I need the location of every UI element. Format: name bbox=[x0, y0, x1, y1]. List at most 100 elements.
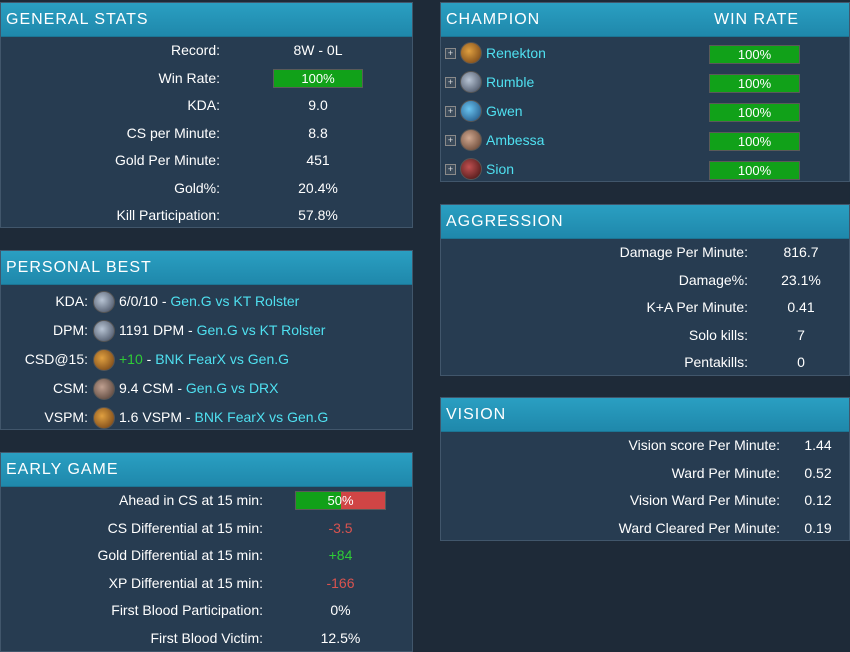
stat-row: Solo kills: 7 bbox=[441, 322, 849, 350]
stat-row: K+A Per Minute: 0.41 bbox=[441, 294, 849, 322]
stat-value: +84 bbox=[295, 542, 386, 569]
champion-row: + Ambessa 100% bbox=[441, 125, 849, 154]
champion-portrait-icon bbox=[93, 378, 115, 400]
stat-row: CS per Minute: 8.8 bbox=[1, 120, 412, 148]
stat-row: CS Differential at 15 min: -3.5 bbox=[1, 515, 412, 543]
stat-label: CS per Minute: bbox=[127, 120, 220, 147]
champion-name-link[interactable]: Sion bbox=[486, 161, 514, 177]
stat-value: 0.41 bbox=[755, 294, 847, 321]
separator: - bbox=[182, 403, 194, 432]
personal-best-row: VSPM: 1.6 VSPM - BNK FearX vs Gen.G bbox=[1, 403, 412, 432]
stat-row: Gold Per Minute: 451 bbox=[1, 147, 412, 175]
stat-row: Damage%: 23.1% bbox=[441, 267, 849, 295]
separator: - bbox=[158, 287, 170, 316]
early-game-panel: EARLY GAME Ahead in CS at 15 min: 50% CS… bbox=[0, 452, 413, 652]
expand-plus-icon[interactable]: + bbox=[445, 77, 456, 88]
winrate-column-header: WIN RATE bbox=[714, 3, 799, 36]
expand-plus-icon[interactable]: + bbox=[445, 106, 456, 117]
stat-value: 12.5% bbox=[295, 625, 386, 652]
stat-row: Vision Ward Per Minute: 0.12 bbox=[441, 487, 849, 515]
stat-label: Ward Cleared Per Minute: bbox=[619, 515, 780, 542]
champion-row: + Gwen 100% bbox=[441, 96, 849, 125]
stat-value: 0 bbox=[755, 349, 847, 376]
stat-value: -3.5 bbox=[295, 515, 386, 542]
match-link[interactable]: BNK FearX vs Gen.G bbox=[194, 403, 328, 432]
stat-label: Vision score Per Minute: bbox=[629, 432, 780, 459]
winrate-bar: 100% bbox=[709, 132, 800, 151]
gwen-icon bbox=[460, 100, 482, 122]
stat-value: 0% bbox=[295, 597, 386, 624]
champion-portrait-icon bbox=[93, 320, 115, 342]
champion-portrait-icon bbox=[93, 349, 115, 371]
aggression-panel: AGGRESSION Damage Per Minute: 816.7 Dama… bbox=[440, 204, 850, 376]
vision-panel: VISION Vision score Per Minute: 1.44 War… bbox=[440, 397, 850, 541]
stat-row: Ward Cleared Per Minute: 0.19 bbox=[441, 515, 849, 543]
expand-plus-icon[interactable]: + bbox=[445, 48, 456, 59]
champion-name-link[interactable]: Renekton bbox=[486, 45, 546, 61]
stat-label: Gold Differential at 15 min: bbox=[98, 542, 264, 569]
champion-name-link[interactable]: Ambessa bbox=[486, 132, 544, 148]
personal-best-row: DPM: 1191 DPM - Gen.G vs KT Rolster bbox=[1, 316, 412, 345]
stat-value: 23.1% bbox=[755, 267, 847, 294]
separator: - bbox=[184, 316, 196, 345]
stat-row: KDA: 9.0 bbox=[1, 92, 412, 120]
stat-label: First Blood Victim: bbox=[150, 625, 263, 652]
winrate-bar: 100% bbox=[709, 45, 800, 64]
stat-label: Kill Participation: bbox=[117, 202, 221, 229]
personal-best-label: CSD@15: bbox=[25, 345, 88, 374]
champion-row: + Sion 100% bbox=[441, 154, 849, 183]
stat-value: -166 bbox=[295, 570, 386, 597]
champion-column-header: CHAMPION bbox=[446, 3, 714, 36]
stat-row: XP Differential at 15 min: -166 bbox=[1, 570, 412, 598]
stat-value: 9.0 bbox=[273, 92, 363, 119]
match-link[interactable]: Gen.G vs DRX bbox=[186, 374, 279, 403]
panel-title: PERSONAL BEST bbox=[1, 251, 412, 285]
winrate-bar: 100% bbox=[709, 103, 800, 122]
stat-label: KDA: bbox=[187, 92, 220, 119]
stat-value: 57.8% bbox=[273, 202, 363, 229]
personal-best-label: DPM: bbox=[53, 316, 88, 345]
expand-plus-icon[interactable]: + bbox=[445, 135, 456, 146]
separator: - bbox=[173, 374, 185, 403]
stat-value: 451 bbox=[273, 147, 363, 174]
personal-best-label: VSPM: bbox=[44, 403, 88, 432]
personal-best-stat: 1.6 VSPM bbox=[119, 403, 182, 432]
stat-label: Pentakills: bbox=[684, 349, 748, 376]
stat-value: 8.8 bbox=[273, 120, 363, 147]
ahead-cs-bar: 50% bbox=[295, 491, 386, 510]
stat-label: Gold Per Minute: bbox=[115, 147, 220, 174]
match-link[interactable]: BNK FearX vs Gen.G bbox=[155, 345, 289, 374]
stat-row: Kill Participation: 57.8% bbox=[1, 202, 412, 230]
personal-best-row: CSM: 9.4 CSM - Gen.G vs DRX bbox=[1, 374, 412, 403]
panel-title: GENERAL STATS bbox=[1, 3, 412, 37]
renekton-icon bbox=[460, 42, 482, 64]
stat-row: Vision score Per Minute: 1.44 bbox=[441, 432, 849, 460]
stat-label: K+A Per Minute: bbox=[646, 294, 748, 321]
match-link[interactable]: Gen.G vs KT Rolster bbox=[170, 287, 299, 316]
personal-best-stat: +10 bbox=[119, 345, 143, 374]
champion-portrait-icon bbox=[93, 291, 115, 313]
match-link[interactable]: Gen.G vs KT Rolster bbox=[197, 316, 326, 345]
stat-label: First Blood Participation: bbox=[111, 597, 263, 624]
stat-label: Record: bbox=[171, 37, 220, 64]
stat-label: Ahead in CS at 15 min: bbox=[119, 487, 263, 514]
personal-best-row: CSD@15: +10 - BNK FearX vs Gen.G bbox=[1, 345, 412, 374]
personal-best-stat: 1191 DPM bbox=[119, 316, 184, 345]
champion-name-link[interactable]: Gwen bbox=[486, 103, 523, 119]
sion-icon bbox=[460, 158, 482, 180]
panel-title: VISION bbox=[441, 398, 849, 432]
stat-label: Win Rate: bbox=[159, 65, 220, 92]
stat-row: Win Rate: 100% bbox=[1, 65, 412, 93]
stat-row: Damage Per Minute: 816.7 bbox=[441, 239, 849, 267]
stat-value: 0.52 bbox=[791, 460, 845, 487]
champion-portrait-icon bbox=[93, 407, 115, 429]
stat-label: Vision Ward Per Minute: bbox=[630, 487, 780, 514]
stat-label: CS Differential at 15 min: bbox=[108, 515, 263, 542]
personal-best-label: CSM: bbox=[53, 374, 88, 403]
panel-title: EARLY GAME bbox=[1, 453, 412, 487]
personal-best-stat: 9.4 CSM bbox=[119, 374, 173, 403]
stat-label: XP Differential at 15 min: bbox=[109, 570, 263, 597]
champion-name-link[interactable]: Rumble bbox=[486, 74, 534, 90]
expand-plus-icon[interactable]: + bbox=[445, 164, 456, 175]
personal-best-row: KDA: 6/0/10 - Gen.G vs KT Rolster bbox=[1, 287, 412, 316]
